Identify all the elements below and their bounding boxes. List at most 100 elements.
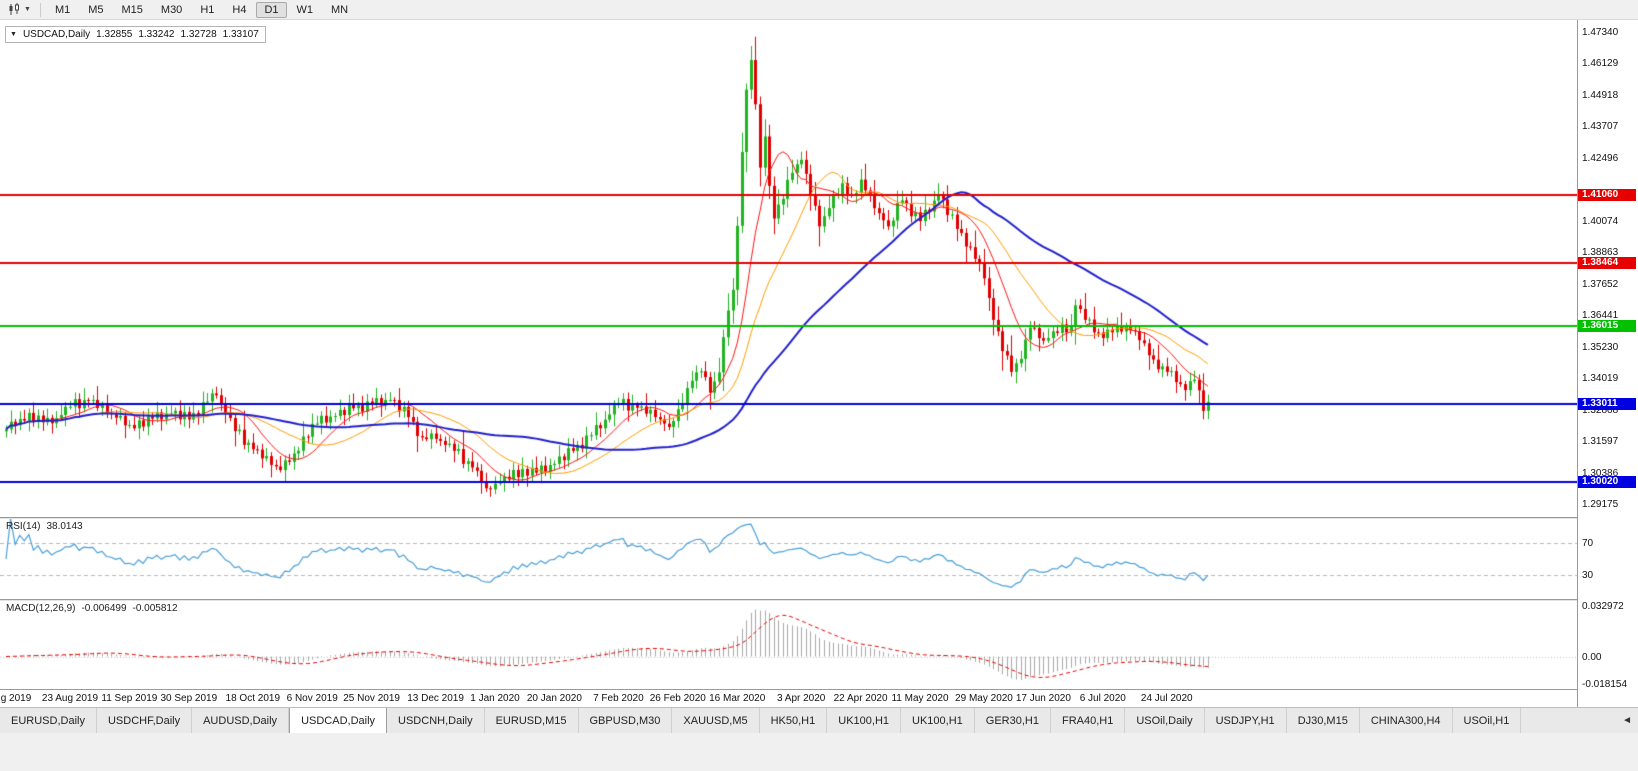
timeframe-button-m30[interactable]: M30	[160, 3, 183, 16]
chart-tab-usoil-h1[interactable]: USOil,H1	[1452, 708, 1522, 733]
ohlc-close: 1.33107	[222, 29, 259, 40]
macd-axis-label: 0.032972	[1582, 600, 1624, 612]
price-axis[interactable]: 1.47340 1.46129 1.44918 1.43707 1.42496 1.400…	[1578, 20, 1638, 707]
date-label: 5 Aug 2019	[0, 693, 32, 704]
rsi-level-label: 70	[1582, 538, 1594, 549]
chart-tab-usoil-daily[interactable]: USOil,Daily	[1125, 708, 1205, 733]
chart-tab-audusd-daily[interactable]: AUDUSD,Daily	[192, 708, 290, 733]
chart-tab-uk100-h1[interactable]: UK100,H1	[901, 708, 975, 733]
ohlc-high: 1.33242	[138, 29, 175, 40]
chart-tab-bar: EURUSD,Daily USDCHF,Daily AUDUSD,Daily USDC…	[0, 707, 1638, 733]
date-label: 6 Jul 2020	[1079, 693, 1126, 704]
chevron-left-icon: ◄	[1622, 715, 1632, 726]
chart-tab-eurusd-m15[interactable]: EURUSD,M15	[484, 708, 579, 733]
rsi-value: 38.0143	[46, 521, 83, 532]
date-label: 23 Aug 2019	[41, 693, 99, 704]
chart-tab-hk50-h1[interactable]: HK50,H1	[759, 708, 828, 733]
ohlc-open: 1.32855	[96, 29, 133, 40]
chart-tab-uk100-h1[interactable]: UK100,H1	[827, 708, 902, 733]
chart-symbol-timeframe: USDCAD,Daily	[22, 29, 91, 40]
price-tick: 1.35230	[1582, 341, 1619, 353]
price-tick: 1.46129	[1582, 58, 1619, 70]
date-label: 7 Feb 2020	[593, 693, 644, 704]
timeframe-button-h4[interactable]: H4	[232, 3, 247, 16]
macd-panel-canvas[interactable]	[0, 601, 1577, 689]
chart-tab-ger30-h1[interactable]: GER30,H1	[974, 708, 1051, 733]
price-tick: 1.40074	[1582, 215, 1619, 227]
chart-title-box: ▼ USDCAD,Daily 1.32855 1.33242 1.32728 1…	[5, 26, 266, 43]
main-chart-canvas[interactable]	[0, 20, 1577, 517]
chart-tab-gbpusd-m30[interactable]: GBPUSD,M30	[578, 708, 673, 733]
rsi-panel-canvas[interactable]	[0, 519, 1577, 599]
timeframe-button-m15[interactable]: M15	[121, 3, 143, 16]
price-tick: 1.29175	[1582, 499, 1619, 510]
chart-tab-xauusd-m5[interactable]: XAUUSD,M5	[672, 708, 760, 733]
macd-name: MACD(12,26,9)	[6, 603, 76, 614]
tab-scroll-left-button[interactable]: ◄	[1616, 708, 1638, 733]
axis-separator	[1577, 20, 1578, 707]
date-label: 18 Oct 2019	[225, 693, 281, 704]
ohlc-low: 1.32728	[180, 29, 217, 40]
price-tick: 1.36441	[1582, 310, 1619, 322]
price-tick: 1.42496	[1582, 152, 1619, 164]
date-label: 22 Apr 2020	[833, 693, 888, 704]
chart-tab-usdchf-daily[interactable]: USDCHF,Daily	[96, 708, 193, 733]
chart-tab-usdjpy-h1[interactable]: USDJPY,H1	[1204, 708, 1287, 733]
date-label: 30 Sep 2019	[160, 693, 218, 704]
price-tick: 1.37652	[1582, 278, 1619, 290]
toolbar-separator	[39, 2, 41, 17]
chart-tab-dj30-m15[interactable]: DJ30,M15	[1286, 708, 1360, 733]
timeframe-button-h1[interactable]: H1	[200, 3, 215, 16]
date-label: 17 Jun 2020	[1015, 693, 1071, 704]
symbol-dropdown-icon[interactable]: ▼	[10, 31, 17, 38]
hline-price-tag: 1.38464	[1578, 256, 1636, 269]
price-tick: 1.47340	[1582, 27, 1619, 38]
date-label: 16 Mar 2020	[709, 693, 766, 704]
chart-type-button[interactable]: ▼	[4, 2, 35, 17]
date-label: 20 Jan 2020	[526, 693, 582, 704]
macd-axis-label: -0.018154	[1582, 679, 1628, 691]
timeframe-button-d1[interactable]: D1	[256, 1, 287, 18]
timeframe-button-m5[interactable]: M5	[88, 3, 104, 16]
timeframe-button-mn[interactable]: MN	[331, 3, 349, 16]
rsi-label: RSI(14) 38.0143	[6, 521, 83, 532]
macd-axis-label: 0.00	[1582, 651, 1602, 663]
price-tick: 1.44918	[1582, 89, 1619, 101]
hline-price-tag: 1.30020	[1578, 476, 1636, 489]
top-toolbar: ▼ M1 M5 M15 M30 H1 H4 D1 W1 MN	[0, 0, 1638, 20]
panel-splitter[interactable]	[0, 599, 1638, 601]
chart-tab-fra40-h1[interactable]: FRA40,H1	[1050, 708, 1126, 733]
price-tick: 1.34019	[1582, 373, 1619, 385]
macd-signal-value: -0.005812	[132, 603, 178, 614]
chart-tab-usdcnh-daily[interactable]: USDCNH,Daily	[387, 708, 485, 733]
macd-label: MACD(12,26,9) -0.006499 -0.005812	[6, 603, 178, 614]
rsi-name: RSI(14)	[6, 521, 41, 532]
timeframe-button-w1[interactable]: W1	[296, 3, 314, 16]
hline-price-tag: 1.41060	[1578, 189, 1636, 202]
price-tick: 1.31597	[1582, 436, 1619, 448]
date-label: 6 Nov 2019	[286, 693, 338, 704]
panel-splitter[interactable]	[0, 517, 1638, 519]
macd-main-value: -0.006499	[81, 603, 127, 614]
date-label: 3 Apr 2020	[776, 693, 826, 704]
date-label: 25 Nov 2019	[343, 693, 400, 704]
price-tick: 1.30386	[1582, 467, 1619, 479]
chart-tab-usdcad-daily[interactable]: USDCAD,Daily	[289, 708, 388, 733]
date-label: 11 May 2020	[891, 693, 949, 704]
hline-price-tag: 1.36015	[1578, 320, 1636, 333]
timeframe-buttons: M1 M5 M15 M30 H1 H4 D1 W1 MN	[46, 1, 357, 18]
date-label: 13 Dec 2019	[407, 693, 464, 704]
hline-price-tag: 1.33011	[1578, 398, 1636, 411]
candlestick-chart-icon	[9, 3, 19, 15]
chart-workspace: ▼ USDCAD,Daily 1.32855 1.33242 1.32728 1…	[0, 20, 1638, 707]
chart-tab-eurusd-daily[interactable]: EURUSD,Daily	[0, 708, 97, 733]
chart-tab-china300-h4[interactable]: CHINA300,H4	[1359, 708, 1453, 733]
timeframe-button-m1[interactable]: M1	[54, 3, 71, 16]
price-tick: 1.38863	[1582, 247, 1619, 259]
date-label: 29 May 2020	[955, 693, 1013, 704]
date-label: 1 Jan 2020	[470, 693, 520, 704]
chevron-down-icon: ▼	[24, 6, 31, 13]
date-label: 24 Jul 2020	[1140, 693, 1193, 704]
date-label: 11 Sep 2019	[101, 693, 158, 704]
